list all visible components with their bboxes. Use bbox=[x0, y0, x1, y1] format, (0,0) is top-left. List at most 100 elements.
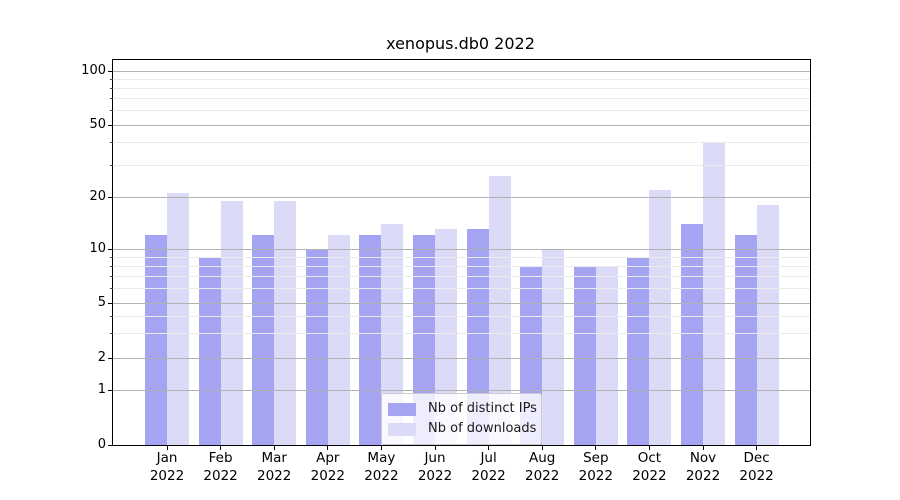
x-tick-year: 2022 bbox=[203, 467, 238, 484]
x-tick-year: 2022 bbox=[739, 467, 774, 484]
x-tick-month: Nov bbox=[689, 450, 717, 466]
x-tick-year: 2022 bbox=[257, 467, 292, 484]
plot-area: Nb of distinct IPs Nb of downloads bbox=[112, 59, 811, 446]
legend-entry: Nb of distinct IPs bbox=[388, 399, 537, 419]
x-tick-year: 2022 bbox=[525, 467, 560, 484]
x-tick-label-mar: Mar 2022 bbox=[234, 450, 314, 485]
x-tick-mark bbox=[541, 446, 543, 450]
y-tick-label: 100 bbox=[81, 63, 106, 78]
x-tick-mark bbox=[220, 446, 222, 450]
x-tick-year: 2022 bbox=[417, 467, 453, 484]
x-tick-year: 2022 bbox=[578, 467, 613, 484]
x-tick-mark bbox=[595, 446, 597, 450]
y-tick-label: 0 bbox=[97, 437, 106, 452]
legend-swatch bbox=[388, 402, 416, 416]
bar-nb-of-downloads-feb bbox=[220, 200, 243, 445]
major-gridline bbox=[113, 389, 810, 391]
major-gridline bbox=[113, 302, 810, 304]
x-tick-label-aug: Aug 2022 bbox=[502, 450, 582, 485]
y-minor-tick-mark bbox=[110, 110, 113, 112]
bar-nb-of-downloads-jul bbox=[488, 176, 511, 445]
x-tick-mark bbox=[380, 446, 382, 450]
bar-nb-of-distinct-ips-apr bbox=[305, 249, 328, 445]
y-tick-mark bbox=[108, 124, 113, 126]
minor-gridline bbox=[113, 276, 810, 278]
x-tick-mark bbox=[166, 446, 168, 450]
x-tick-month: Jan bbox=[156, 450, 178, 466]
minor-gridline bbox=[113, 288, 810, 290]
bar-nb-of-downloads-aug bbox=[542, 249, 565, 445]
y-minor-tick-mark bbox=[110, 315, 113, 317]
x-tick-year: 2022 bbox=[149, 467, 185, 484]
x-tick-year: 2022 bbox=[685, 467, 721, 484]
y-minor-tick-mark bbox=[110, 87, 113, 89]
y-tick-mark bbox=[108, 444, 113, 446]
minor-gridline bbox=[113, 87, 810, 89]
y-minor-tick-mark bbox=[110, 164, 113, 166]
bar-nb-of-downloads-dec bbox=[756, 204, 779, 445]
bar-nb-of-distinct-ips-feb bbox=[198, 257, 221, 445]
y-minor-tick-mark bbox=[110, 333, 113, 335]
major-gridline bbox=[113, 357, 810, 359]
x-tick-mark bbox=[273, 446, 275, 450]
x-tick-label-dec: Dec 2022 bbox=[717, 450, 797, 485]
x-tick-month: May bbox=[367, 450, 396, 466]
minor-gridline bbox=[113, 315, 810, 317]
y-minor-tick-mark bbox=[110, 276, 113, 278]
y-tick-mark bbox=[108, 196, 113, 198]
minor-gridline bbox=[113, 110, 810, 112]
y-tick-label: 50 bbox=[89, 117, 106, 132]
y-tick-label: 5 bbox=[97, 295, 106, 310]
legend-label: Nb of downloads bbox=[428, 421, 537, 436]
x-tick-mark bbox=[756, 446, 758, 450]
x-tick-year: 2022 bbox=[471, 467, 506, 484]
bar-nb-of-distinct-ips-mar bbox=[252, 235, 275, 445]
y-minor-tick-mark bbox=[110, 288, 113, 290]
x-tick-month: Jun bbox=[424, 450, 446, 466]
x-tick-month: Sep bbox=[583, 450, 609, 466]
bar-nb-of-downloads-apr bbox=[327, 235, 350, 445]
bar-nb-of-downloads-jun bbox=[435, 229, 457, 445]
bar-nb-of-downloads-jan bbox=[167, 193, 189, 445]
minor-gridline bbox=[113, 265, 810, 267]
x-tick-label-sep: Sep 2022 bbox=[556, 450, 636, 485]
y-tick-label: 1 bbox=[97, 382, 106, 397]
minor-gridline bbox=[113, 164, 810, 166]
minor-gridline bbox=[113, 78, 810, 80]
bar-nb-of-distinct-ips-dec bbox=[734, 235, 757, 445]
legend-entry: Nb of downloads bbox=[388, 419, 537, 439]
bar-nb-of-downloads-oct bbox=[649, 189, 672, 445]
y-minor-tick-mark bbox=[110, 98, 113, 100]
x-tick-month: Aug bbox=[529, 450, 556, 466]
y-tick-label: 2 bbox=[97, 350, 106, 365]
chart-title: xenopus.db0 2022 bbox=[386, 34, 535, 53]
x-tick-label-apr: Apr 2022 bbox=[288, 450, 368, 485]
y-minor-tick-mark bbox=[110, 78, 113, 80]
x-tick-month: Dec bbox=[743, 450, 770, 466]
x-tick-year: 2022 bbox=[310, 467, 345, 484]
major-gridline bbox=[113, 196, 810, 198]
minor-gridline bbox=[113, 256, 810, 258]
x-tick-label-nov: Nov 2022 bbox=[663, 450, 743, 485]
bar-nb-of-distinct-ips-oct bbox=[627, 257, 650, 445]
x-tick-month: Apr bbox=[316, 450, 340, 466]
bar-nb-of-distinct-ips-jul bbox=[466, 229, 489, 445]
x-tick-label-oct: Oct 2022 bbox=[609, 450, 689, 485]
legend-swatch bbox=[388, 422, 416, 436]
x-tick-month: Jul bbox=[480, 450, 497, 466]
x-tick-year: 2022 bbox=[632, 467, 667, 484]
x-tick-month: Feb bbox=[208, 450, 233, 466]
x-tick-label-jan: Jan 2022 bbox=[127, 450, 207, 485]
minor-gridline bbox=[113, 333, 810, 335]
legend: Nb of distinct IPs Nb of downloads bbox=[381, 393, 542, 445]
x-tick-label-jul: Jul 2022 bbox=[449, 450, 529, 485]
legend-label: Nb of distinct IPs bbox=[428, 401, 537, 416]
x-tick-month: Mar bbox=[261, 450, 287, 466]
y-minor-tick-mark bbox=[110, 142, 113, 144]
x-tick-mark bbox=[488, 446, 490, 450]
bar-nb-of-distinct-ips-sep bbox=[573, 266, 596, 445]
minor-gridline bbox=[113, 142, 810, 144]
x-tick-mark bbox=[702, 446, 704, 450]
x-tick-mark bbox=[327, 446, 329, 450]
y-tick-mark bbox=[108, 302, 113, 304]
